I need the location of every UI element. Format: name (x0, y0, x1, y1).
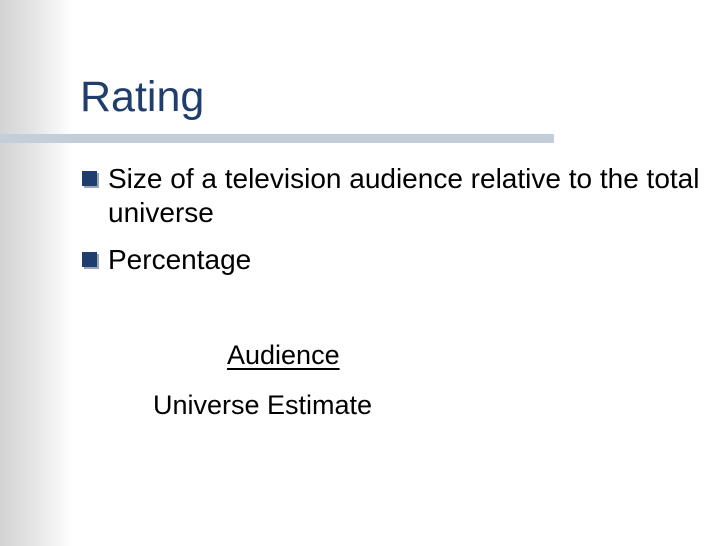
bullet-text: Percentage (108, 244, 252, 275)
square-bullet-icon (82, 171, 97, 186)
slide-title: Rating (80, 73, 205, 121)
bullet-list: Size of a television audience relative t… (82, 162, 722, 290)
bullet-text: Size of a television audience relative t… (108, 163, 700, 228)
square-bullet-icon (82, 252, 97, 267)
left-gradient-band (0, 0, 72, 546)
bullet-item-definition: Size of a television audience relative t… (82, 162, 722, 230)
rating-formula: Audience Universe Estimate (0, 338, 728, 438)
formula-denominator: Universe Estimate (153, 390, 373, 420)
bullet-item-percentage: Percentage (82, 243, 722, 277)
title-underline-bar (0, 134, 554, 143)
formula-numerator: Audience (227, 340, 340, 370)
